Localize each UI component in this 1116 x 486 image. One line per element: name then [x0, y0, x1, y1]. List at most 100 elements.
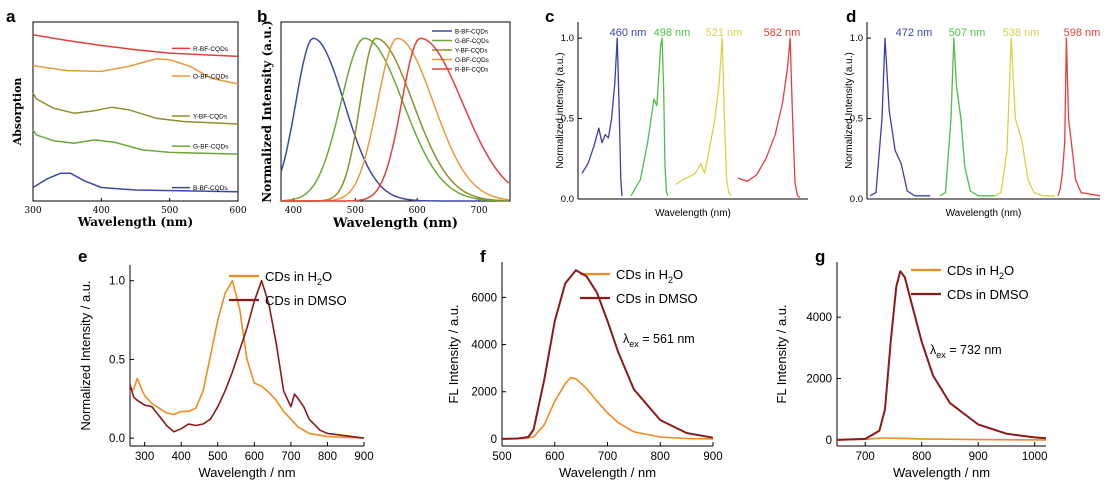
- panel-g-ytick-label: 0: [826, 435, 832, 447]
- panel-a-frame: [32, 21, 239, 202]
- panel-c: 0.0 0.5 1.0 Wavelength (nm) Normalized inten…: [555, 22, 808, 219]
- panel-a-series-Y-BF-CQDs: [32, 92, 239, 125]
- panel-f-xtick-label: 700: [598, 451, 617, 463]
- panel-e-ytick-label: 0.5: [109, 354, 125, 366]
- panel-b-legend-label: B-BF-CQDs: [455, 29, 488, 36]
- panel-e-xtick-label: 700: [281, 451, 300, 463]
- panel-e-xtick-label: 900: [354, 451, 373, 463]
- panel-g-xtick-label: 1000: [1022, 451, 1048, 463]
- panel-a: 300 400 500 600 Wavelength (nm) Absorption R-B…: [11, 21, 247, 229]
- panel-e-series-CDs in DMSO: [129, 279, 365, 439]
- panel-d: 0.0 0.5 1.0 Wavelength (nm) Normalized Inten…: [844, 22, 1100, 219]
- panel-g-annotation: λex = 732 nm: [930, 343, 1002, 360]
- panel-f-legend-label: CDs in H2O: [616, 267, 683, 285]
- panel-a-legend-label: Y-BF-CQDs: [193, 114, 228, 121]
- legend-subscript: 2: [317, 277, 322, 287]
- legend-tail: O: [673, 267, 683, 282]
- panel-g-series-CDs in H2O: [836, 437, 1047, 441]
- panel-letter-g: g: [815, 247, 825, 266]
- panel-d-series-598 nm: [1057, 37, 1101, 197]
- panel-a-series-O-BF-CQDs: [32, 58, 239, 85]
- panel-letter-f: f: [480, 247, 486, 266]
- panel-c-peak-label: 498 nm: [654, 27, 691, 39]
- panel-f-xtick-label: 600: [545, 451, 564, 463]
- panel-g-ytick-label: 4000: [806, 312, 832, 324]
- panel-d-peak-label: 598 nm: [1064, 27, 1101, 39]
- panel-e-xlabel: Wavelength / nm: [198, 465, 295, 480]
- panel-c-series-460 nm: [581, 37, 623, 196]
- panel-d-series-538 nm: [994, 37, 1055, 197]
- panel-a-series-B-BF-CQDs: [32, 172, 239, 193]
- panel-d-ytick-label: 0.5: [850, 114, 863, 125]
- panel-e: 300 400 500 600 700 800 900 0.0 0.5 1.0 Wavelength…: [78, 265, 374, 480]
- panel-b-series-B-BF-CQDs: [280, 37, 509, 202]
- panel-f-xtick-label: 800: [651, 451, 670, 463]
- panel-f-ytick-label: 0: [491, 434, 497, 446]
- panel-g-xtick-label: 800: [912, 451, 931, 463]
- panel-e-xtick-label: 800: [318, 451, 337, 463]
- panel-e-ylabel: Normalized Intensity / a.u.: [78, 280, 93, 430]
- panel-g-ylabel: FL Intensity / a.u.: [774, 304, 789, 403]
- panel-g-ytick-label: 2000: [806, 374, 832, 386]
- panel-d-series-472 nm: [869, 37, 930, 197]
- panel-e-legend-label: CDs in DMSO: [265, 293, 347, 308]
- legend-tail: O: [322, 269, 332, 284]
- annotation-subscript: ex: [936, 350, 946, 360]
- panel-f-xlabel: Wavelength / nm: [559, 465, 656, 480]
- panel-d-ytick-label: 1.0: [850, 33, 863, 44]
- panel-a-legend-label: B-BF-CQDs: [193, 185, 228, 192]
- legend-tail: O: [1004, 263, 1014, 278]
- panel-c-series-521 nm: [675, 37, 732, 197]
- panel-c-series-582 nm: [737, 37, 801, 198]
- annotation-subscript: ex: [629, 339, 639, 349]
- panel-a-legend-label: O-BF-CQDs: [193, 73, 229, 80]
- panel-f-ytick-label: 4000: [471, 340, 497, 352]
- panel-g-legend-label: CDs in H2O: [947, 263, 1014, 281]
- panel-c-ytick-label: 1.0: [561, 33, 574, 44]
- panel-f-legend-label: CDs in DMSO: [616, 291, 698, 306]
- panel-f-ytick-label: 2000: [471, 387, 497, 399]
- panel-g-xtick-label: 900: [969, 451, 988, 463]
- panel-b-ylabel: Normalized Intensity (a.u.): [260, 20, 274, 202]
- panel-e-xtick-label: 400: [172, 451, 191, 463]
- panel-d-ytick-label: 0.0: [850, 194, 863, 205]
- panel-b-xtick-label: 500: [347, 206, 364, 216]
- panel-e-xtick-label: 500: [208, 451, 227, 463]
- panel-e-ytick-label: 1.0: [109, 276, 125, 288]
- panel-letter-a: a: [6, 7, 16, 26]
- panel-b-xtick-label: 400: [285, 206, 302, 216]
- panel-a-legend-label: G-BF-CQDs: [193, 144, 229, 151]
- panel-a-legend-label: R-BF-CQDs: [193, 46, 229, 53]
- panel-letter-c: c: [545, 7, 554, 26]
- panel-c-peak-label: 582 nm: [764, 27, 801, 39]
- panel-b-xlabel: Wavelength (nm): [332, 216, 458, 231]
- panel-f-ylabel: FL Intensity / a.u.: [446, 304, 461, 403]
- panel-g-legend-label: CDs in DMSO: [947, 287, 1029, 302]
- panel-c-peak-label: 521 nm: [706, 27, 743, 39]
- panel-f-series-CDs in DMSO: [501, 269, 714, 440]
- annotation-rest: = 561 nm: [639, 332, 695, 346]
- panel-letter-b: b: [257, 7, 267, 26]
- panel-b-series-G-BF-CQDs: [280, 37, 509, 202]
- panel-b-legend-label: G-BF-CQDs: [455, 38, 489, 45]
- panel-g-xtick-label: 700: [856, 451, 875, 463]
- panel-letter-d: d: [846, 7, 856, 26]
- panel-a-series-R-BF-CQDs: [32, 33, 239, 58]
- panel-e-ytick-label: 0.0: [109, 433, 125, 445]
- panel-e-xtick-label: 300: [135, 451, 154, 463]
- panel-b-frame: [280, 21, 511, 202]
- panel-a-series-G-BF-CQDs: [32, 129, 239, 155]
- panel-b-xtick-label: 700: [470, 206, 487, 216]
- panel-d-peak-label: 507 nm: [949, 27, 986, 39]
- panel-f-ytick-label: 6000: [471, 292, 497, 304]
- panel-c-xlabel: Wavelength (nm): [655, 208, 731, 219]
- annotation-rest: = 732 nm: [946, 343, 1002, 357]
- panel-d-peak-label: 538 nm: [1003, 27, 1040, 39]
- panel-a-xtick-label: 300: [24, 206, 41, 216]
- panel-b-legend-label: R-BF-CQDs: [455, 67, 488, 74]
- panel-letter-e: e: [78, 247, 87, 266]
- panel-e-xtick-label: 600: [245, 451, 264, 463]
- panel-a-ylabel: Absorption: [11, 78, 24, 147]
- legend-subscript: 2: [668, 275, 673, 285]
